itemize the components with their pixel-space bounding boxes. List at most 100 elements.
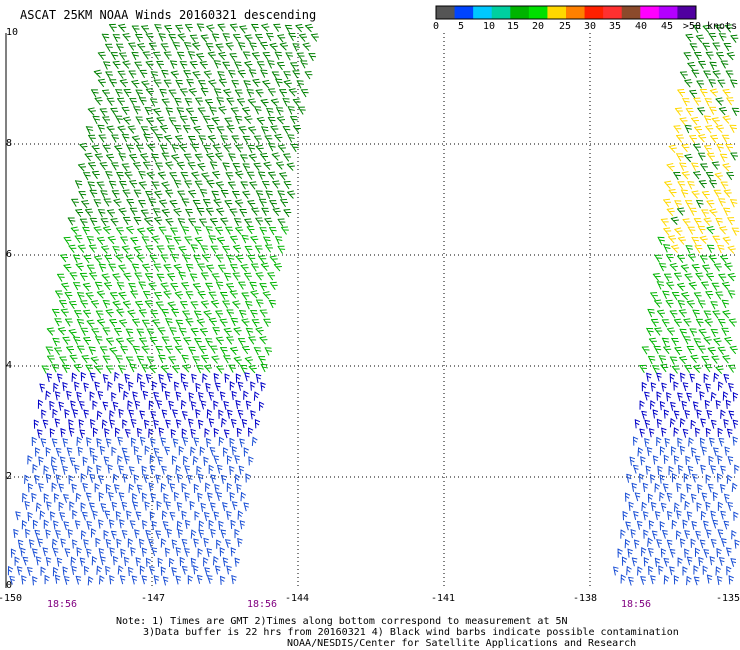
wind-barb (244, 245, 253, 254)
wind-barb (86, 319, 95, 329)
wind-barb (706, 409, 713, 419)
wind-barb (100, 245, 110, 254)
wind-barb (710, 465, 716, 475)
wind-barb (180, 400, 187, 410)
wind-barb (141, 575, 148, 585)
wind-barb (168, 117, 177, 126)
wind-barb (161, 382, 167, 392)
wind-barb (712, 70, 721, 79)
wind-barb (647, 547, 654, 557)
wind-barb (64, 291, 73, 301)
wind-barb (699, 235, 708, 245)
wind-barb (692, 143, 701, 152)
wind-barb (107, 235, 116, 245)
wind-barb (215, 152, 224, 161)
wind-barb (627, 576, 634, 586)
wind-barb (247, 254, 256, 263)
wind-barb (178, 446, 184, 456)
wind-barb (658, 262, 667, 272)
wind-barb (133, 216, 142, 226)
wind-barb (684, 153, 693, 163)
wind-barb (190, 428, 196, 438)
wind-barb (234, 61, 242, 70)
wind-barb (184, 492, 190, 502)
wind-barb (88, 346, 96, 355)
wind-barb (45, 557, 52, 567)
wind-barb (96, 565, 102, 575)
wind-barb (717, 318, 726, 328)
wind-barb (119, 79, 128, 88)
wind-barb (145, 373, 152, 383)
wind-barb (76, 318, 85, 328)
wind-barb (263, 161, 272, 171)
wind-barb (151, 520, 158, 530)
wind-barb (717, 501, 724, 511)
wind-barb (288, 32, 297, 42)
wind-barb (700, 418, 706, 428)
wind-barb (173, 208, 182, 217)
wind-barb (259, 282, 268, 292)
wind-barb (684, 409, 690, 419)
wind-barb (226, 510, 232, 520)
wind-barb (694, 455, 701, 465)
wind-barb (121, 447, 128, 457)
wind-barb (117, 70, 126, 79)
wind-barb (72, 336, 81, 345)
color-bar (435, 5, 697, 20)
wind-barb (238, 465, 245, 475)
wind-barb (634, 419, 641, 429)
wind-barb (92, 510, 98, 520)
x-tick-label: -138 (572, 593, 598, 604)
wind-barb (78, 400, 85, 410)
wind-barb (266, 107, 274, 117)
wind-barb (222, 245, 231, 254)
wind-barb (96, 464, 102, 474)
wind-barb (232, 300, 241, 309)
wind-barb (639, 400, 645, 410)
wind-barb (199, 218, 207, 227)
wind-barb (108, 492, 114, 502)
wind-barb (32, 464, 38, 474)
wind-barb (217, 23, 226, 32)
wind-barb (74, 464, 80, 474)
wind-barb (268, 142, 276, 152)
wind-barb (620, 574, 626, 584)
wind-barb (141, 345, 150, 354)
wind-barb (666, 392, 672, 402)
wind-barb (143, 133, 151, 143)
wind-barb (218, 51, 227, 61)
wind-barb (218, 409, 224, 419)
wind-barb (249, 42, 257, 51)
wind-barb (239, 438, 245, 448)
wind-barb (692, 171, 702, 180)
wind-barb (141, 492, 148, 502)
wind-barb (56, 557, 63, 567)
wind-barb (676, 510, 682, 520)
wind-barb (673, 455, 680, 465)
wind-barb (723, 189, 732, 198)
wind-barb (187, 418, 194, 428)
wind-barb (135, 144, 144, 153)
wind-barb (58, 300, 67, 309)
wind-barb (279, 172, 288, 181)
wind-barb (94, 483, 100, 493)
wind-barb (31, 548, 38, 558)
wind-barb (229, 465, 235, 475)
wind-barb (100, 190, 108, 199)
wind-barb (719, 254, 729, 264)
wind-barb (689, 89, 698, 99)
wind-barb (241, 106, 251, 116)
wind-barb (89, 419, 96, 429)
wind-barb (674, 107, 683, 116)
wind-barb (161, 98, 170, 107)
wind-barb (630, 529, 636, 539)
wind-barb (699, 391, 705, 401)
wind-barb (684, 124, 692, 134)
wind-barb (697, 225, 706, 235)
wind-barb (63, 236, 72, 245)
wind-barb (718, 273, 727, 282)
wind-barb (141, 319, 150, 328)
wind-barb (137, 43, 146, 52)
wind-barb (122, 60, 131, 69)
wind-barb (300, 89, 309, 98)
